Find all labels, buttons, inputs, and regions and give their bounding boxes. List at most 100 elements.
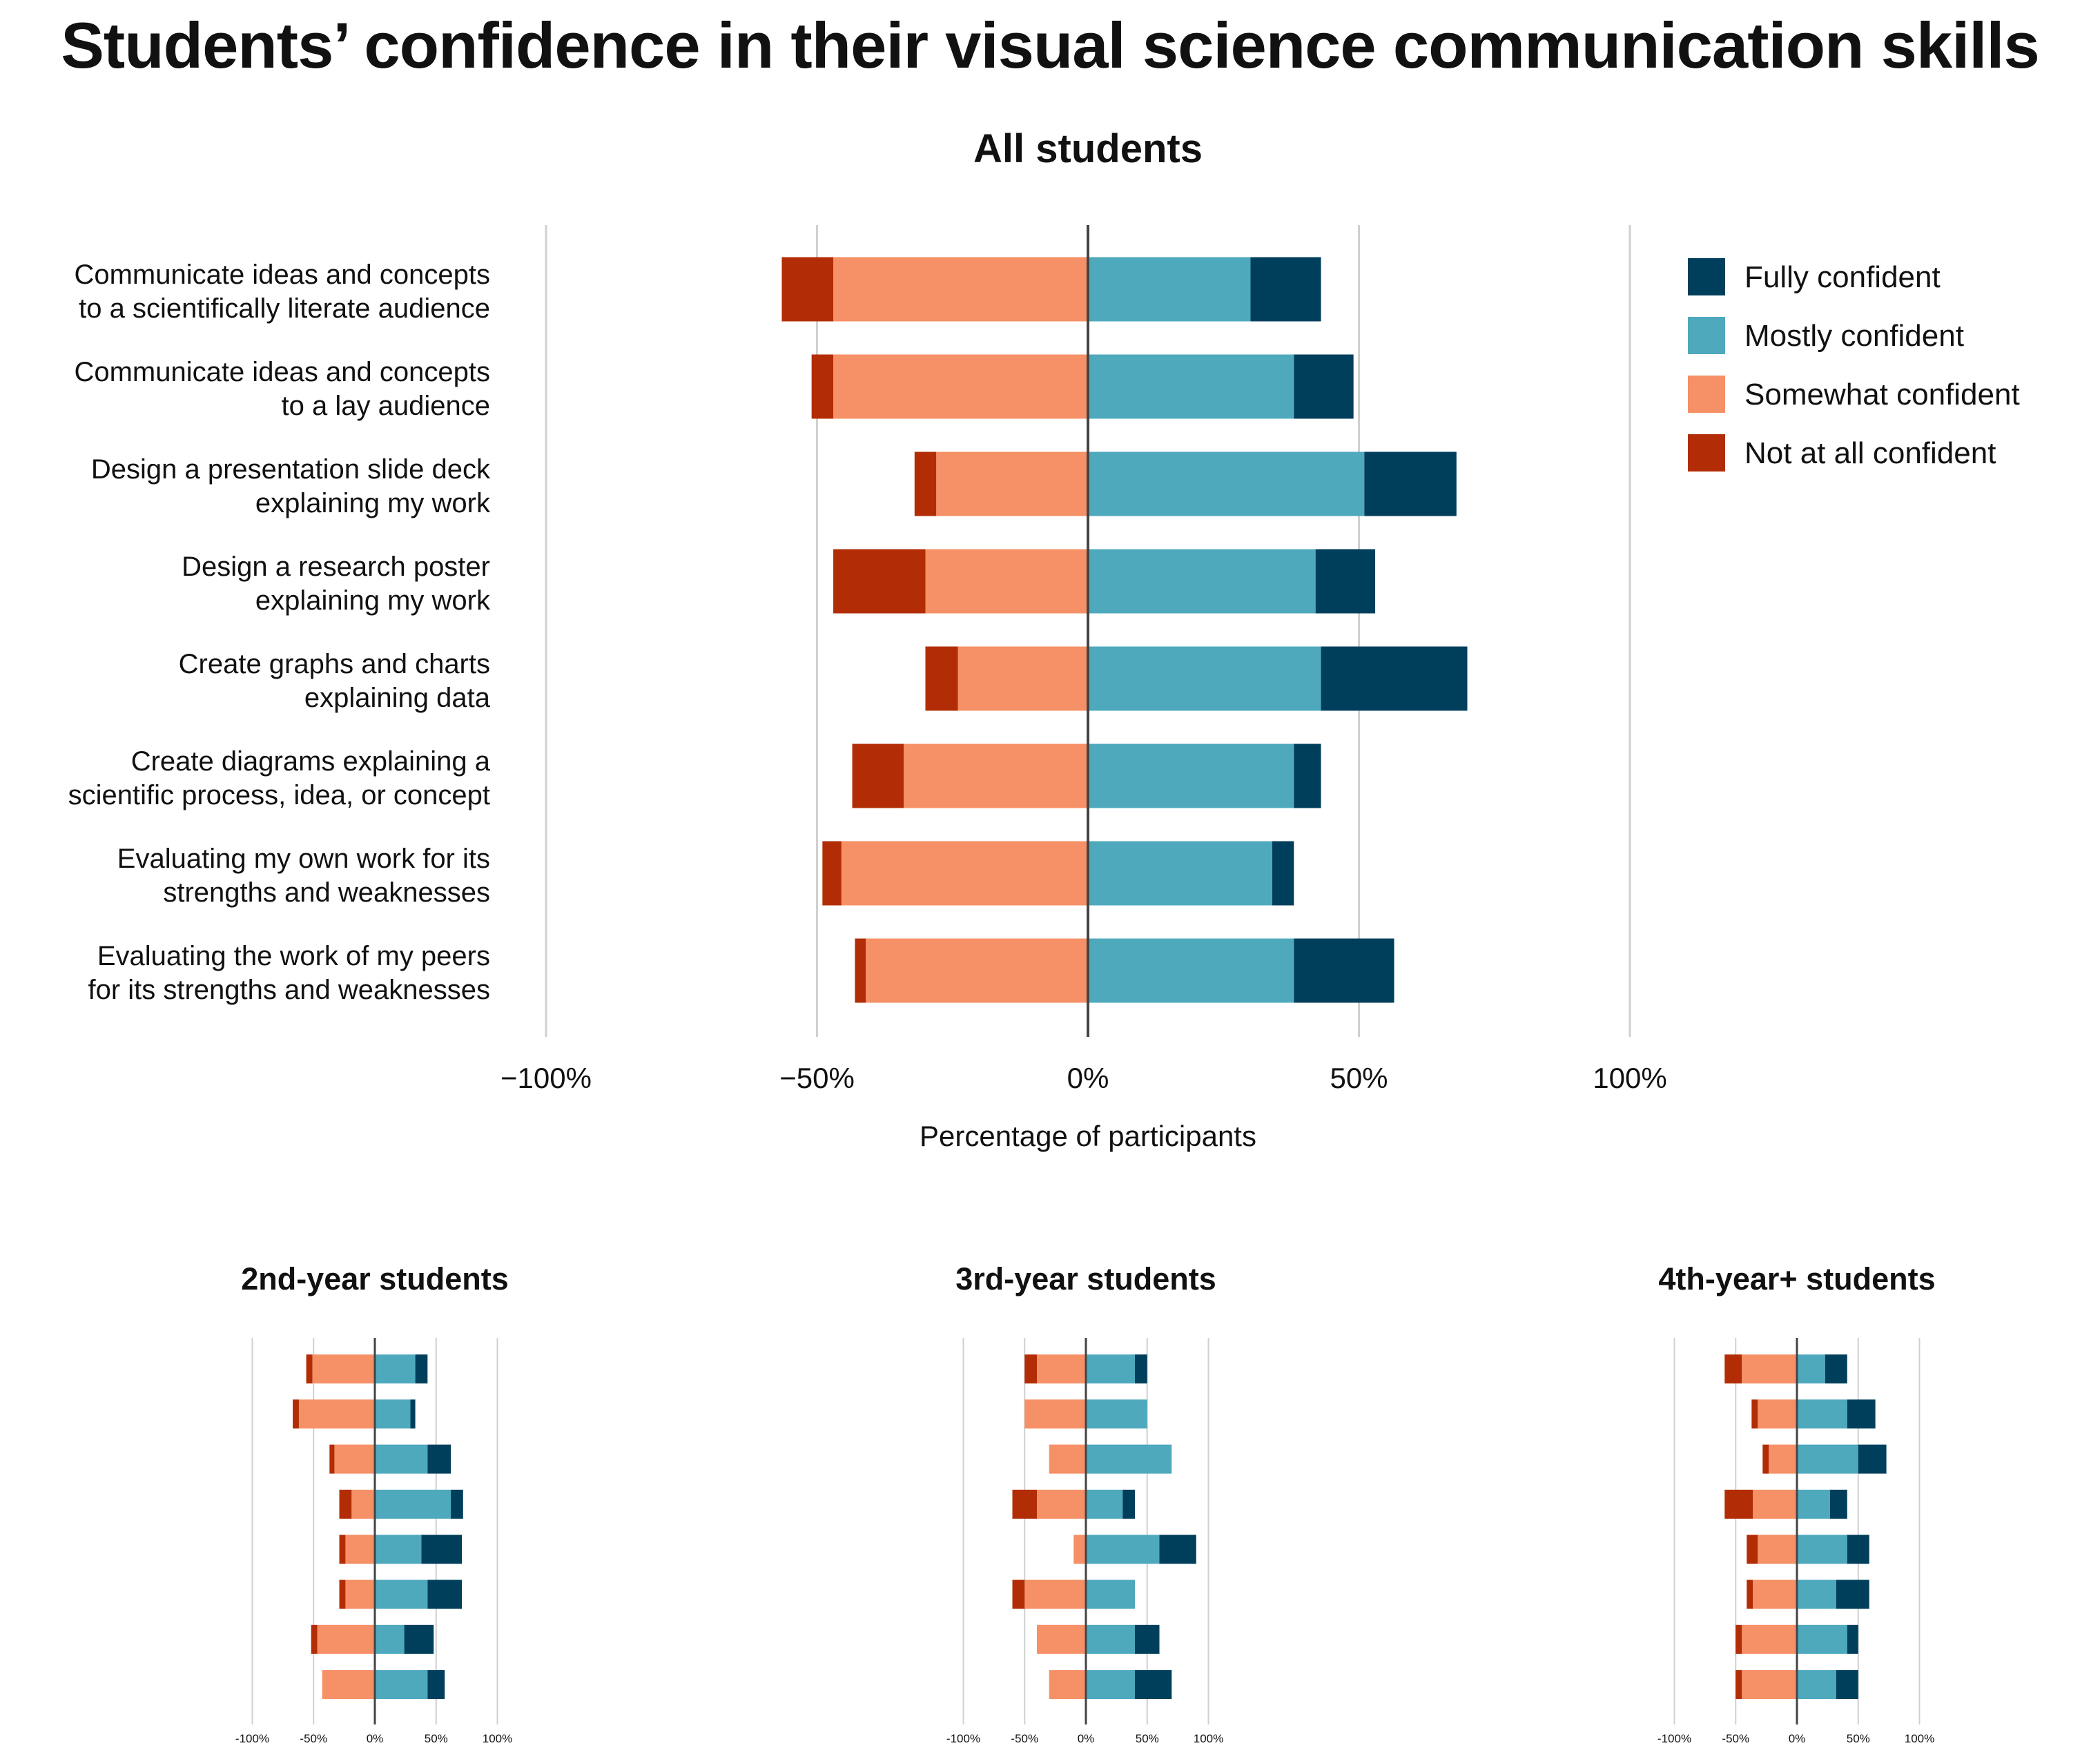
tick-label: 0% [1067, 1062, 1109, 1094]
bar-somewhat-confident [833, 257, 1088, 322]
tick-label: -50% [300, 1732, 327, 1745]
bar-fully-confident [427, 1444, 451, 1474]
tick-label: 100% [1194, 1732, 1223, 1745]
bar-fully-confident [1294, 354, 1354, 419]
bar-somewhat-confident [345, 1535, 375, 1564]
bar-not-at-all-confident [1724, 1354, 1742, 1383]
tick-label: 0% [1078, 1732, 1095, 1745]
category-label-line: Evaluating the work of my peers [97, 941, 490, 971]
bar-fully-confident [1159, 1535, 1196, 1564]
bar-not-at-all-confident [293, 1399, 299, 1429]
bar-somewhat-confident [833, 354, 1088, 419]
category-label-line: strengths and weaknesses [163, 877, 490, 908]
bar-not-at-all-confident [1747, 1580, 1753, 1609]
figure-title: Students’ confidence in their visual sci… [61, 9, 2040, 81]
bar-somewhat-confident [1753, 1580, 1797, 1609]
bar-not-at-all-confident [811, 354, 834, 419]
bar-fully-confident [1135, 1670, 1172, 1700]
bar-fully-confident [421, 1535, 463, 1564]
category-label: Evaluating my own work for its strengths … [117, 844, 490, 908]
bar-mostly-confident [1088, 646, 1321, 711]
bar-somewhat-confident [1037, 1624, 1086, 1654]
panel-title: 3rd-year students [955, 1261, 1216, 1296]
bar-fully-confident [1272, 841, 1294, 906]
tick-label: -50% [1722, 1732, 1749, 1745]
bar-not-at-all-confident [1724, 1489, 1753, 1519]
bar-fully-confident [427, 1580, 463, 1609]
category-label: Design a research poster explaining my wo… [182, 552, 491, 616]
panel-title: 2nd-year students [241, 1261, 509, 1296]
bar-not-at-all-confident [339, 1489, 352, 1519]
bar-not-at-all-confident [1024, 1354, 1037, 1383]
bar-not-at-all-confident [1012, 1580, 1025, 1609]
bar-not-at-all-confident [914, 451, 937, 516]
bar-not-at-all-confident [1012, 1489, 1037, 1519]
category-label: Design a presentation slide deck explaini… [91, 454, 491, 518]
bar-mostly-confident [1797, 1399, 1847, 1429]
category-label-line: Communicate ideas and concepts [74, 260, 490, 290]
bar-fully-confident [1321, 646, 1468, 711]
bar-somewhat-confident [334, 1444, 375, 1474]
bar-somewhat-confident [1024, 1399, 1086, 1429]
tick-label: 0% [1789, 1732, 1806, 1745]
x-axis-label: Percentage of participants [920, 1120, 1256, 1152]
bar-not-at-all-confident [1762, 1444, 1769, 1474]
bar-fully-confident [451, 1489, 463, 1519]
bar-mostly-confident [1797, 1354, 1825, 1383]
bar-mostly-confident [375, 1444, 428, 1474]
bar-not-at-all-confident [339, 1535, 346, 1564]
bar-fully-confident [1315, 549, 1376, 614]
bar-somewhat-confident [1049, 1670, 1086, 1700]
bar-not-at-all-confident [311, 1624, 318, 1654]
bar-fully-confident [1836, 1670, 1858, 1700]
bar-not-at-all-confident [329, 1444, 335, 1474]
category-label-line: Communicate ideas and concepts [74, 357, 490, 387]
bar-somewhat-confident [1758, 1535, 1797, 1564]
bar-mostly-confident [1797, 1580, 1836, 1609]
bar-fully-confident [1135, 1624, 1160, 1654]
category-label-line: explaining my work [255, 585, 491, 616]
bar-somewhat-confident [936, 451, 1088, 516]
bar-somewhat-confident [925, 549, 1088, 614]
bar-mostly-confident [1797, 1624, 1847, 1654]
bar-mostly-confident [1086, 1580, 1135, 1609]
bar-mostly-confident [1088, 451, 1365, 516]
bar-not-at-all-confident [1747, 1535, 1758, 1564]
bar-mostly-confident [375, 1670, 428, 1700]
panel-title: 4th-year+ students [1658, 1261, 1935, 1296]
category-label-line: Design a presentation slide deck [91, 454, 491, 485]
tick-label: 50% [1136, 1732, 1159, 1745]
tick-label: −50% [779, 1062, 855, 1094]
category-label-line: for its strengths and weaknesses [88, 975, 490, 1005]
bar-mostly-confident [1086, 1670, 1135, 1700]
bar-somewhat-confident [322, 1670, 375, 1700]
bar-somewhat-confident [1024, 1580, 1086, 1609]
category-label: Communicate ideas and concepts to a lay a… [74, 357, 490, 421]
category-label-line: to a scientifically literate audience [79, 293, 490, 324]
bar-somewhat-confident [298, 1399, 375, 1429]
tick-label: -100% [235, 1732, 269, 1745]
bar-somewhat-confident [312, 1354, 375, 1383]
bar-mostly-confident [1088, 938, 1294, 1003]
bar-somewhat-confident [841, 841, 1088, 906]
bar-somewhat-confident [1073, 1535, 1086, 1564]
bar-fully-confident [410, 1399, 416, 1429]
tick-label: 50% [1847, 1732, 1870, 1745]
bar-fully-confident [404, 1624, 434, 1654]
bar-mostly-confident [375, 1580, 428, 1609]
bar-not-at-all-confident [781, 257, 834, 322]
bar-somewhat-confident [1758, 1399, 1797, 1429]
legend-label: Fully confident [1744, 260, 1941, 294]
legend-swatch [1688, 376, 1725, 413]
bar-fully-confident [1829, 1489, 1847, 1519]
bar-mostly-confident [1088, 257, 1251, 322]
bar-not-at-all-confident [852, 744, 904, 808]
bar-mostly-confident [1797, 1535, 1847, 1564]
category-label-line: scientific process, idea, or concept [68, 780, 490, 810]
bar-not-at-all-confident [339, 1580, 346, 1609]
category-label-line: Create diagrams explaining a [131, 746, 491, 777]
bar-fully-confident [1135, 1354, 1147, 1383]
bar-somewhat-confident [904, 744, 1088, 808]
